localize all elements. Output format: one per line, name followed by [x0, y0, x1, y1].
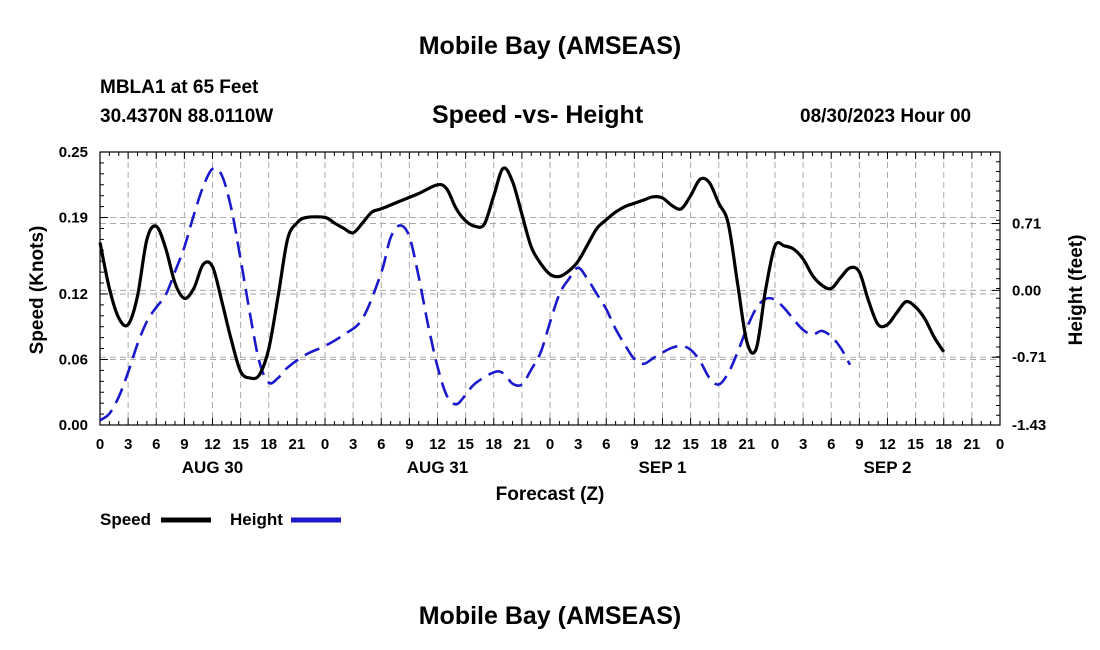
- plot-frame: [99, 151, 1001, 426]
- x-tick-label: 15: [232, 436, 249, 453]
- x-tick-label: 12: [204, 436, 221, 453]
- x-tick-label: 0: [996, 436, 1004, 453]
- x-tick-label: 18: [710, 436, 727, 453]
- x-tick-label: 6: [152, 436, 160, 453]
- x-tick-label: 12: [654, 436, 671, 453]
- y-tick-label-left: 0.25: [59, 144, 88, 161]
- tick-labels: 0 3 6 9 12 15 18 21 0 3 6 9 12 15 18 21 0 3 6 9 12 15 18 21 0 3 6 9…: [59, 144, 1046, 477]
- x-tick-label: 21: [514, 436, 531, 453]
- speed-series-line: [98, 166, 946, 381]
- x-tick-label: 9: [630, 436, 638, 453]
- x-tick-label: 18: [485, 436, 502, 453]
- x-tick-label: 3: [349, 436, 357, 453]
- forecast-datetime: 08/30/2023 Hour 00: [800, 106, 972, 127]
- x-tick-label: 0: [771, 436, 779, 453]
- station-label: MBLA1 at 65 Feet: [100, 77, 259, 98]
- x-tick-label: 9: [405, 436, 413, 453]
- y-tick-label-right: 0.00: [1012, 282, 1041, 299]
- date-label: SEP 2: [864, 458, 912, 477]
- y-tick-label-right: -0.71: [1012, 349, 1046, 366]
- y-tick-label-left: 0.06: [59, 351, 88, 368]
- series-lines: [98, 166, 946, 422]
- x-tick-label: 0: [96, 436, 104, 453]
- x-tick-label: 12: [879, 436, 896, 453]
- y-tick-label-right: -1.43: [1012, 417, 1046, 434]
- station-coordinates: 30.4370N 88.0110W: [100, 106, 274, 127]
- x-tick-label: 18: [935, 436, 952, 453]
- x-tick-label: 6: [602, 436, 610, 453]
- x-axis-title: Forecast (Z): [496, 484, 605, 505]
- x-tick-label: 21: [964, 436, 981, 453]
- y-tick-label-right: 0.71: [1012, 216, 1041, 233]
- y-tick-label-left: 0.19: [59, 210, 88, 227]
- x-tick-label: 0: [321, 436, 329, 453]
- x-tick-label: 9: [855, 436, 863, 453]
- date-label: AUG 31: [407, 458, 468, 477]
- footer-title: Mobile Bay (AMSEAS): [418, 602, 682, 630]
- legend-speed-label: Speed: [100, 510, 151, 529]
- x-tick-label: 21: [289, 436, 306, 453]
- x-tick-label: 15: [907, 436, 924, 453]
- x-tick-label: 15: [682, 436, 699, 453]
- x-tick-label: 18: [260, 436, 277, 453]
- main-title: Mobile Bay (AMSEAS): [418, 32, 682, 60]
- x-tick-label: 12: [429, 436, 446, 453]
- plot-border: [99, 151, 1001, 426]
- date-label: SEP 1: [639, 458, 687, 477]
- y-tick-label-left: 0.00: [59, 417, 88, 434]
- y-axis-title-right: Height (feet): [1066, 235, 1087, 346]
- x-tick-label: 9: [180, 436, 188, 453]
- chart-subtitle: Speed -vs- Height: [432, 101, 644, 129]
- legend-height-label: Height: [230, 510, 283, 529]
- x-tick-label: 6: [377, 436, 385, 453]
- y-tick-label-left: 0.12: [59, 286, 88, 303]
- date-label: AUG 30: [182, 458, 243, 477]
- x-tick-label: 3: [124, 436, 132, 453]
- height-series-line: [99, 166, 852, 422]
- x-tick-label: 21: [739, 436, 756, 453]
- x-tick-label: 6: [827, 436, 835, 453]
- x-tick-label: 3: [799, 436, 807, 453]
- x-tick-label: 3: [574, 436, 582, 453]
- x-tick-label: 15: [457, 436, 474, 453]
- y-axis-title-left: Speed (Knots): [27, 226, 48, 355]
- x-tick-label: 0: [546, 436, 554, 453]
